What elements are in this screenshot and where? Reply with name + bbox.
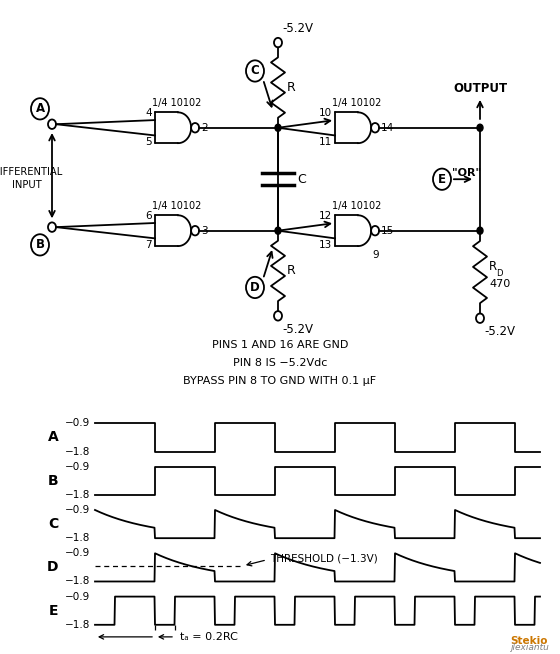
Text: "OR": "OR" (452, 168, 482, 179)
Text: -5.2V: -5.2V (282, 323, 313, 336)
Text: 7: 7 (146, 240, 152, 250)
Text: E: E (48, 604, 58, 617)
Text: D: D (496, 269, 502, 278)
Text: 14: 14 (381, 123, 394, 133)
Text: 3: 3 (201, 226, 208, 235)
Text: −1.8: −1.8 (64, 533, 90, 543)
Text: 12: 12 (319, 211, 332, 221)
Text: DIFFERENTIAL: DIFFERENTIAL (0, 167, 62, 177)
Text: 4: 4 (146, 109, 152, 118)
Text: 1/4 10102: 1/4 10102 (333, 97, 382, 108)
Text: 6: 6 (146, 211, 152, 221)
Text: -5.2V: -5.2V (484, 325, 515, 338)
Text: 15: 15 (381, 226, 394, 235)
Text: INPUT: INPUT (12, 180, 42, 190)
Text: −0.9: −0.9 (65, 419, 90, 428)
Text: 1/4 10102: 1/4 10102 (333, 201, 382, 211)
Text: jlexiantu: jlexiantu (510, 643, 549, 652)
Text: −1.8: −1.8 (64, 576, 90, 587)
Text: D: D (47, 560, 59, 574)
Text: BYPASS PIN 8 TO GND WITH 0.1 μF: BYPASS PIN 8 TO GND WITH 0.1 μF (184, 376, 376, 386)
Text: 1/4 10102: 1/4 10102 (152, 97, 202, 108)
Text: tₐ = 0.2RC: tₐ = 0.2RC (180, 632, 238, 642)
Text: −0.9: −0.9 (65, 548, 90, 559)
Text: R: R (287, 264, 296, 277)
Text: B: B (35, 238, 44, 251)
Text: C: C (297, 173, 306, 186)
Text: D: D (250, 281, 260, 294)
Text: C: C (251, 65, 259, 77)
Text: −0.9: −0.9 (65, 505, 90, 515)
Text: −1.8: −1.8 (64, 620, 90, 630)
Circle shape (275, 124, 281, 131)
Text: A: A (35, 102, 45, 115)
Circle shape (477, 227, 483, 234)
Text: R: R (287, 81, 296, 94)
Text: OUTPUT: OUTPUT (453, 82, 507, 95)
Text: E: E (438, 173, 446, 186)
Text: −0.9: −0.9 (65, 462, 90, 472)
Circle shape (275, 227, 281, 234)
Text: 13: 13 (319, 240, 332, 250)
Text: R: R (489, 260, 497, 273)
Text: 470: 470 (489, 279, 510, 289)
Text: 9: 9 (373, 250, 380, 260)
Text: A: A (48, 430, 58, 445)
Text: −0.9: −0.9 (65, 592, 90, 602)
Text: 5: 5 (146, 137, 152, 147)
Text: B: B (48, 473, 58, 488)
Text: PINS 1 AND 16 ARE GND: PINS 1 AND 16 ARE GND (212, 341, 348, 351)
Text: THRESHOLD (−1.3V): THRESHOLD (−1.3V) (270, 554, 378, 564)
Text: −1.8: −1.8 (64, 447, 90, 456)
Text: 11: 11 (319, 137, 332, 147)
Text: Stekio: Stekio (510, 636, 548, 646)
Text: PIN 8 IS −5.2Vdc: PIN 8 IS −5.2Vdc (233, 358, 327, 368)
Text: 10: 10 (319, 109, 332, 118)
Circle shape (477, 124, 483, 131)
Text: C: C (48, 517, 58, 531)
Text: 1/4 10102: 1/4 10102 (152, 201, 202, 211)
Text: −1.8: −1.8 (64, 490, 90, 500)
Text: -5.2V: -5.2V (282, 22, 313, 35)
Text: 2: 2 (201, 123, 208, 133)
